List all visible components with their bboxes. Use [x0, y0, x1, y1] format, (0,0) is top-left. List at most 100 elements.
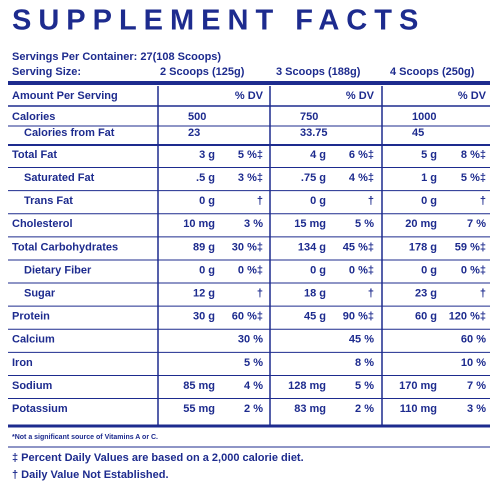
daily-value: 60 %: [461, 334, 486, 346]
amount: .5 g: [196, 172, 215, 184]
daily-value: 2 %: [244, 403, 263, 415]
amount: 0 g: [199, 264, 215, 276]
serving-col: 3 Scoops (188g): [276, 66, 361, 78]
amount: 3 g: [199, 149, 215, 161]
footnote: *Not a significant source of Vitamins A …: [12, 434, 158, 441]
dv-header: % DV: [346, 90, 375, 102]
row-label: Calories: [12, 111, 55, 123]
daily-value: 45 %‡: [343, 241, 374, 253]
amount: 83 mg: [294, 403, 326, 415]
footnote: † Daily Value Not Established.: [12, 469, 169, 481]
daily-value: 4 %‡: [349, 172, 374, 184]
daily-value: 3 %: [244, 218, 263, 230]
daily-value: 60 %‡: [232, 311, 263, 323]
row-label: Total Fat: [12, 149, 57, 161]
amount: 23 g: [415, 288, 437, 300]
amount: 750: [300, 111, 318, 123]
daily-value: 0 %‡: [461, 264, 486, 276]
amount: 89 g: [193, 241, 215, 253]
row-label: Dietary Fiber: [24, 264, 92, 276]
amount: 18 g: [304, 288, 326, 300]
row-label: Protein: [12, 311, 50, 323]
daily-value: †: [257, 195, 263, 207]
row-label: Iron: [12, 357, 33, 369]
daily-value: 59 %‡: [455, 241, 486, 253]
amount: 85 mg: [183, 380, 215, 392]
daily-value: †: [368, 288, 374, 300]
daily-value: 5 %‡: [238, 149, 263, 161]
amount: 1 g: [421, 172, 437, 184]
daily-value: 2 %: [355, 403, 374, 415]
row-label: Saturated Fat: [24, 172, 95, 184]
amount: 45: [412, 127, 424, 139]
amount: 20 mg: [405, 218, 437, 230]
daily-value: †: [257, 288, 263, 300]
daily-value: †: [368, 195, 374, 207]
daily-value: 0 %‡: [349, 264, 374, 276]
serving-col: 2 Scoops (125g): [160, 66, 245, 78]
amount: 0 g: [421, 264, 437, 276]
daily-value: 6 %‡: [349, 149, 374, 161]
amount: 55 mg: [183, 403, 215, 415]
daily-value: 120 %‡: [449, 311, 486, 323]
daily-value: 4 %: [244, 380, 263, 392]
daily-value: 45 %: [349, 334, 374, 346]
amount: 0 g: [199, 195, 215, 207]
footnote: ‡ Percent Daily Values are based on a 2,…: [12, 452, 304, 464]
row-label: Trans Fat: [24, 195, 73, 207]
daily-value: 5 %: [244, 357, 263, 369]
amount: 15 mg: [294, 218, 326, 230]
serving-size: Serving Size:: [12, 66, 81, 78]
row-label: Potassium: [12, 403, 68, 415]
daily-value: 5 %: [355, 380, 374, 392]
amount: 0 g: [310, 195, 326, 207]
title: SUPPLEMENT FACTS: [12, 5, 425, 37]
row-label: Sodium: [12, 380, 53, 392]
row-label: Total Carbohydrates: [12, 241, 118, 253]
daily-value: †: [480, 195, 486, 207]
amount: 0 g: [310, 264, 326, 276]
amount: 23: [188, 127, 200, 139]
amount: 170 mg: [399, 380, 437, 392]
amount: 178 g: [409, 241, 437, 253]
daily-value: 5 %: [355, 218, 374, 230]
amount: 128 mg: [288, 380, 326, 392]
amount: 1000: [412, 111, 436, 123]
amount: 60 g: [415, 311, 437, 323]
header-label: Amount Per Serving: [12, 90, 118, 102]
row-label: Calcium: [12, 334, 55, 346]
servings: Servings Per Container: 27(108 Scoops): [12, 51, 221, 63]
daily-value: 30 %: [238, 334, 263, 346]
daily-value: 8 %: [355, 357, 374, 369]
row-label: Calories from Fat: [24, 127, 115, 139]
daily-value: †: [480, 288, 486, 300]
daily-value: 5 %‡: [461, 172, 486, 184]
daily-value: 8 %‡: [461, 149, 486, 161]
amount: 0 g: [421, 195, 437, 207]
daily-value: 90 %‡: [343, 311, 374, 323]
amount: 33.75: [300, 127, 328, 139]
amount: 5 g: [421, 149, 437, 161]
amount: 134 g: [298, 241, 326, 253]
row-label: Sugar: [24, 288, 56, 300]
row-label: Cholesterol: [12, 218, 73, 230]
daily-value: 10 %: [461, 357, 486, 369]
dv-header: % DV: [458, 90, 487, 102]
dv-header: % DV: [235, 90, 264, 102]
amount: 45 g: [304, 311, 326, 323]
serving-col: 4 Scoops (250g): [390, 66, 475, 78]
amount: 30 g: [193, 311, 215, 323]
daily-value: 3 %‡: [238, 172, 263, 184]
amount: 10 mg: [183, 218, 215, 230]
daily-value: 0 %‡: [238, 264, 263, 276]
amount: 12 g: [193, 288, 215, 300]
amount: 500: [188, 111, 206, 123]
daily-value: 30 %‡: [232, 241, 263, 253]
amount: 110 mg: [400, 403, 437, 415]
amount: 4 g: [310, 149, 326, 161]
daily-value: 7 %: [467, 380, 486, 392]
daily-value: 7 %: [467, 218, 486, 230]
amount: .75 g: [301, 172, 326, 184]
daily-value: 3 %: [467, 403, 486, 415]
